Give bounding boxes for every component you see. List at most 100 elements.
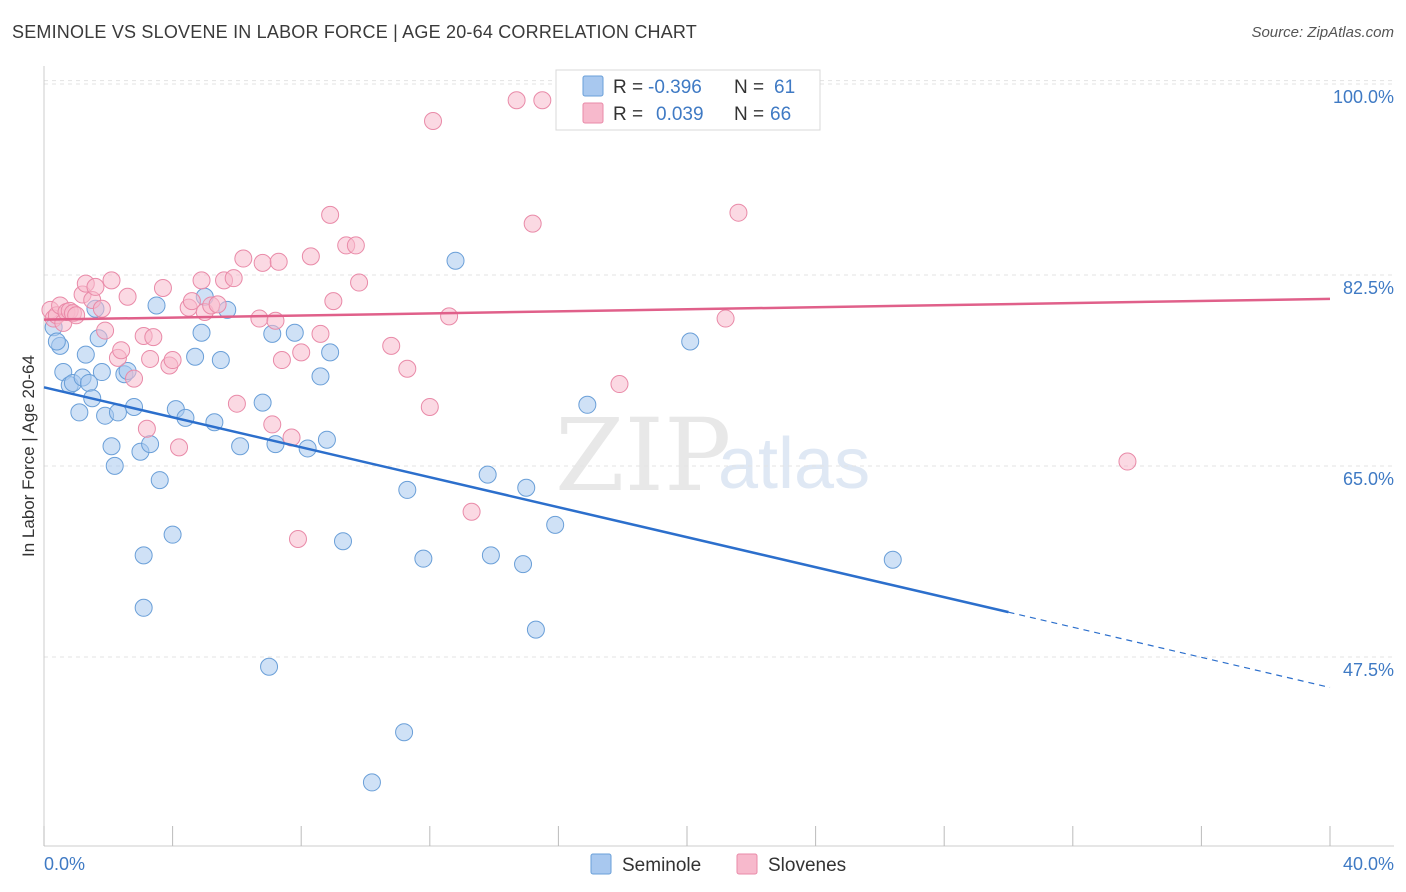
y-axis-label: In Labor Force | Age 20-64 [19, 355, 38, 557]
point-slovenes [398, 359, 417, 378]
point-slovenes [350, 273, 369, 292]
point-slovenes [234, 249, 253, 268]
point-seminole [253, 393, 272, 412]
trend-extension-seminole [1008, 611, 1331, 689]
point-seminole [134, 598, 153, 617]
point-seminole [481, 546, 500, 565]
point-slovenes [96, 321, 115, 340]
point-slovenes [729, 203, 748, 222]
y-tick-label: 47.5% [1343, 660, 1394, 680]
point-seminole [333, 532, 352, 551]
point-seminole [478, 465, 497, 484]
point-seminole [517, 478, 536, 497]
bottom-legend-swatch-seminole [590, 853, 612, 875]
x-tick-labels: 0.0% 40.0% [44, 854, 1394, 874]
point-seminole [141, 435, 160, 454]
point-slovenes [321, 205, 340, 224]
point-seminole [105, 456, 124, 475]
point-slovenes [301, 247, 320, 266]
point-seminole [211, 351, 230, 370]
point-slovenes [170, 438, 189, 457]
point-slovenes [716, 309, 735, 328]
point-seminole [526, 620, 545, 639]
legend: R = -0.396 N = 61 R = 0.039 N = 66 [555, 69, 821, 131]
point-slovenes [141, 349, 160, 368]
point-seminole [362, 773, 381, 792]
data-points [41, 91, 1137, 792]
point-seminole [395, 723, 414, 742]
point-slovenes [440, 307, 459, 326]
point-slovenes [324, 292, 343, 311]
point-slovenes [192, 271, 211, 290]
point-slovenes [102, 271, 121, 290]
gridlines [44, 80, 1394, 658]
point-slovenes [269, 252, 288, 271]
point-seminole [414, 549, 433, 568]
point-slovenes [112, 341, 131, 360]
point-slovenes [420, 397, 439, 416]
bottom-legend-label-slovenes: Slovenes [768, 855, 846, 876]
point-slovenes [253, 253, 272, 272]
y-tick-label: 100.0% [1333, 87, 1394, 107]
legend-r-label-1: R = [613, 77, 643, 98]
point-seminole [446, 251, 465, 270]
legend-swatch-slovenes [582, 102, 604, 124]
point-slovenes [92, 299, 111, 318]
point-slovenes [292, 343, 311, 362]
point-slovenes [250, 309, 269, 328]
point-slovenes [523, 214, 542, 233]
point-slovenes [182, 292, 201, 311]
point-slovenes [118, 287, 137, 306]
axes [43, 66, 1394, 847]
point-slovenes [144, 328, 163, 347]
point-slovenes [610, 375, 629, 394]
point-seminole [47, 332, 66, 351]
legend-r-value-1: -0.396 [648, 77, 702, 98]
point-seminole [147, 296, 166, 315]
point-seminole [102, 437, 121, 456]
point-seminole [883, 550, 902, 569]
point-slovenes [67, 306, 86, 325]
legend-r-label-2: R = [613, 104, 643, 125]
point-slovenes [137, 419, 156, 438]
point-seminole [317, 430, 336, 449]
x-tick-label: 40.0% [1343, 854, 1394, 874]
y-tick-label: 82.5% [1343, 278, 1394, 298]
y-tick-labels: 100.0% 82.5% 65.0% 47.5% [1333, 87, 1394, 680]
point-slovenes [311, 324, 330, 343]
point-seminole [681, 332, 700, 351]
point-slovenes [462, 502, 481, 521]
point-seminole [546, 515, 565, 534]
point-seminole [321, 343, 340, 362]
point-slovenes [263, 415, 282, 434]
point-seminole [260, 657, 279, 676]
point-seminole [70, 403, 89, 422]
point-seminole [134, 546, 153, 565]
point-slovenes [346, 236, 365, 255]
point-slovenes [424, 112, 443, 131]
bottom-legend-swatch-slovenes [736, 853, 758, 875]
legend-r-value-2: 0.039 [656, 104, 704, 125]
point-slovenes [163, 351, 182, 370]
bottom-legend: Seminole Slovenes [590, 853, 846, 876]
x-ticks [43, 826, 1331, 846]
point-seminole [578, 395, 597, 414]
point-slovenes [1118, 452, 1137, 471]
point-slovenes [507, 91, 526, 110]
point-seminole [514, 555, 533, 574]
bottom-legend-label-seminole: Seminole [622, 855, 701, 876]
point-seminole [92, 363, 111, 382]
point-seminole [231, 437, 250, 456]
point-seminole [192, 323, 211, 342]
chart-title: SEMINOLE VS SLOVENE IN LABOR FORCE | AGE… [12, 22, 697, 42]
x-tick-label: 0.0% [44, 854, 85, 874]
trend-line-seminole [43, 386, 1009, 614]
point-slovenes [227, 394, 246, 413]
point-slovenes [208, 295, 227, 314]
point-slovenes [86, 277, 105, 296]
point-slovenes [288, 530, 307, 549]
point-seminole [76, 345, 95, 364]
point-seminole [150, 471, 169, 490]
legend-n-label-2: N = [734, 104, 764, 125]
